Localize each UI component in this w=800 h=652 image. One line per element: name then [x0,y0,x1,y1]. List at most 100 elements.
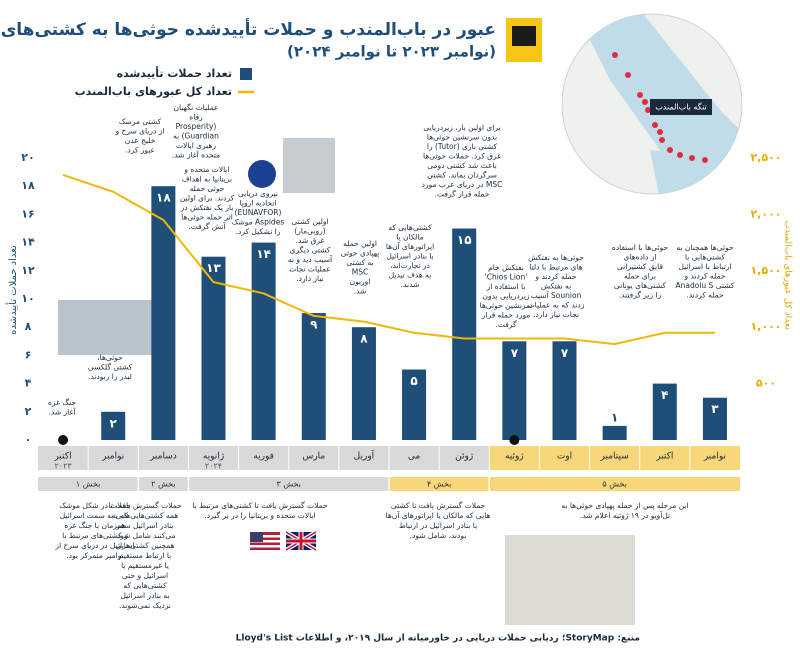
x-tick-label: سپتامبر [600,452,629,462]
bar-value-label: ۸ [360,332,368,346]
annotation: آسیب دید و به [288,254,333,264]
annotation: نجات نیاز دارد. [533,310,579,319]
phase-text: بنادر اسرائیل سفر [115,521,173,530]
annotation: به کشتی [346,258,373,267]
y-tick-label: ۲۰ [21,151,34,164]
bar [301,313,326,440]
logo-mark [512,26,536,46]
annotation: کشتی گلکسی [88,363,133,372]
annotation: به هدف تبدیل [389,271,432,280]
x-tick-label: نوامبر [101,452,124,462]
annotation: حوثی‌ها با استفاده [612,243,669,252]
annotation: (Prosperity [176,122,217,131]
annotation: عملیات نگهبان [173,103,218,112]
x-tick-label: ژانویه [203,452,224,462]
bar [652,383,677,440]
annotation: باعث شد کشتی دومی [427,161,497,170]
bar [602,425,627,440]
bar-value-label: ۱۴ [256,247,271,261]
y-tick-label: ۱۴ [21,236,35,249]
bar-value-label: ۳ [711,402,719,416]
x-tick-label: ژوئن [455,452,473,462]
annotation: عبور کرد. [125,146,155,155]
annotation: اثر حمله حوثی‌ها [181,213,233,222]
x-tick-label: فوریه [253,452,274,462]
annotation: 'Chios Lion' [485,273,528,282]
phase-text: هایی به سمت اسرائیل [60,511,130,520]
photo-ship [58,300,158,355]
annotation: کشتی باری (Tutor) را [427,142,498,151]
annotation: Guardian) به [173,132,219,141]
y-tick-label: ۰ [25,433,32,446]
annotation: خلیج عدن [125,136,156,145]
annotation: رفاه [189,113,203,122]
y2-tick-label: ۲,۵۰۰ [750,151,781,164]
phase-strip [38,477,389,491]
photo-drone [505,535,635,625]
phase-text: همچنین کشتی‌هایی [115,541,174,550]
event-dot [58,435,69,445]
phase-text: به بنادر اسرائیل [120,591,169,600]
annotation: کشتی‌هایی که [388,223,432,232]
y-tick-label: ۱۸ [21,179,35,192]
annotation: کشتی مرسک [119,117,162,126]
annotation: حمله کردند. [686,291,724,300]
bar-value-label: ۱ [611,410,618,424]
annotation: MSC [352,268,368,277]
annotation: (EUNAVFOR) [235,208,282,217]
bar [502,341,527,440]
annotation: بار یک نفتکش در [180,203,234,212]
y-tick-label: ۱۶ [21,207,34,220]
annotation: مورد حمله قرار [481,311,531,320]
month-strip [38,446,490,470]
annotation: شد. [354,287,367,296]
annotation: برای اولین بار، زیردریایی [423,123,500,132]
annotation: اتحادیه اروپا [240,199,277,208]
y-tick-label: ۶ [25,348,32,361]
x-tick-label: اوت [557,452,572,462]
x-tick-label: مارس [302,452,325,462]
annotation: آغاز شد. [49,407,77,417]
phase-text: ایالات متحده و بریتانیا را در بر گیرد. [204,511,315,520]
annotation: آتش گرفت. [188,221,226,231]
annotation: با بنادر اسرائیل [386,252,433,261]
source-note: منبع: StoryMap؛ ردیابی حملات دریایی در خ… [236,634,640,644]
bar-value-label: ۱۸ [156,191,171,205]
phase-name: بخش ۲ [151,480,175,489]
annotation: را تشکیل کرد. [236,227,281,236]
annotation: اوریون [350,277,371,286]
phase-text: و کشتی‌های مرتبط با [62,531,128,540]
annotation: زیردریایی بدون [482,292,529,301]
annotation: اپراتورهای آن‌ها [386,241,434,251]
y-tick-label: ۱۰ [21,292,34,305]
bar-value-label: ۹ [310,318,318,332]
phase-text: با بنادر اسرائیل در ارتباط [399,521,477,530]
annotation: را زیر گرفتند. [619,291,662,300]
phase-text: همزمان با جنگ غزه [64,521,125,530]
x-tick-label: می [408,452,421,462]
phase-name: بخش ۵ [602,480,626,489]
phase-text: تل‌آویو در ۱۹ ژوئیه اعلام شد. [580,510,670,520]
legend-label: تعداد حملات تأییدشده [117,66,232,80]
map-label-box [650,99,712,115]
chart-title: عبور در باب‌المندب و حملات تأییدشده حوثی… [0,18,496,40]
y-axis-title: تعداد حملات تأییدشده [5,245,19,335]
map-attacks [612,52,708,163]
annotation: قایق کشتیرانی [617,262,663,271]
phase-text: حملات گسترش یافت تا [108,501,182,510]
phase-text: کشتی‌هایی که [123,581,167,590]
phase-text: نوامبر متمرکز بود. [66,551,123,560]
annotation: پهپادی حوثی [341,249,380,258]
annotation: شدند. [401,280,420,289]
annotation: MSC در دریای عرب مورد [422,180,503,189]
phase-text: این مرحله پس از حمله پهپادی حوثی‌ها به [561,501,688,510]
annotation: کردند. برای اولین [180,194,235,203]
annotation: سرگردان بماند. کشتی [427,171,497,180]
x-tick-label: اکتبر [655,452,673,462]
y2-tick-label: ۱,۰۰۰ [750,320,781,333]
bar-value-label: ۴ [661,388,668,402]
bar [552,341,577,440]
photo-wreck [283,138,335,193]
phase-text: همه کشتی‌هایی که به [112,511,179,520]
